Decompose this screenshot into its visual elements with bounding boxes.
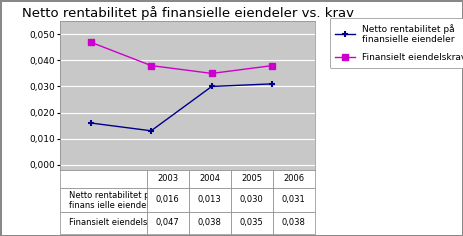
Legend: Netto rentabilitet på
finansielle eiendeler, Finansielt eiendelskrav: Netto rentabilitet på finansielle eiende… (330, 18, 463, 67)
Netto rentabilitet på
finansielle eiendeler (269, 82, 275, 85)
Line: Netto rentabilitet på
finansielle eiendeler: Netto rentabilitet på finansielle eiende… (87, 80, 276, 134)
Finansielt eiendelskrav (269, 64, 275, 67)
Finansielt eiendelskrav (88, 41, 93, 43)
Finansielt eiendelskrav (209, 72, 214, 75)
Netto rentabilitet på
finansielle eiendeler (88, 122, 93, 124)
Finansielt eiendelskrav (148, 64, 154, 67)
Title: Netto rentabilitet på finansielle eiendeler vs. krav: Netto rentabilitet på finansielle eiende… (21, 6, 354, 20)
Netto rentabilitet på
finansielle eiendeler (209, 85, 214, 88)
Netto rentabilitet på
finansielle eiendeler (148, 129, 154, 132)
Line: Finansielt eiendelskrav: Finansielt eiendelskrav (88, 39, 275, 76)
